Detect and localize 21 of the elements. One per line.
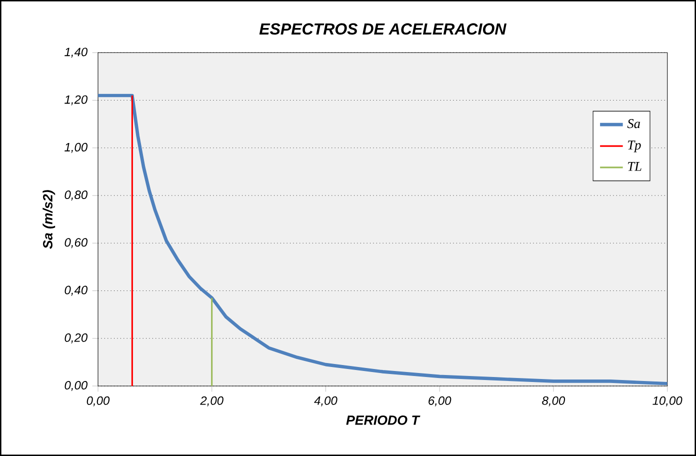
x-tick-label: 2,00 (200, 396, 224, 406)
y-tick-label: 1,40 (64, 48, 88, 58)
y-tick-label: 0,60 (64, 238, 88, 248)
y-axis-title: Sa (m/s2) (42, 190, 56, 249)
x-tick-label: 4,00 (314, 396, 338, 406)
y-tick-label: 0,40 (64, 286, 88, 296)
x-tick-label: 0,00 (86, 396, 110, 406)
y-tick-label: 0,00 (64, 381, 88, 391)
y-tick-label: 0,80 (64, 190, 88, 200)
x-tick-label: 10,00 (652, 396, 682, 406)
y-tick-label: 0,20 (64, 333, 88, 344)
chart-title: ESPECTROS DE ACELERACION (259, 23, 506, 35)
x-axis-title: PERIODO T (346, 415, 420, 425)
legend-label: Tp (628, 140, 641, 152)
line-series (98, 94, 668, 386)
x-tick-label: 6,00 (428, 396, 452, 406)
y-tick-label: 1,20 (64, 95, 88, 106)
legend-label: Sa (627, 119, 640, 128)
y-tick-label: 1,00 (64, 142, 88, 153)
legend-label: TL (628, 162, 642, 171)
x-tick-label: 8,00 (542, 396, 566, 406)
